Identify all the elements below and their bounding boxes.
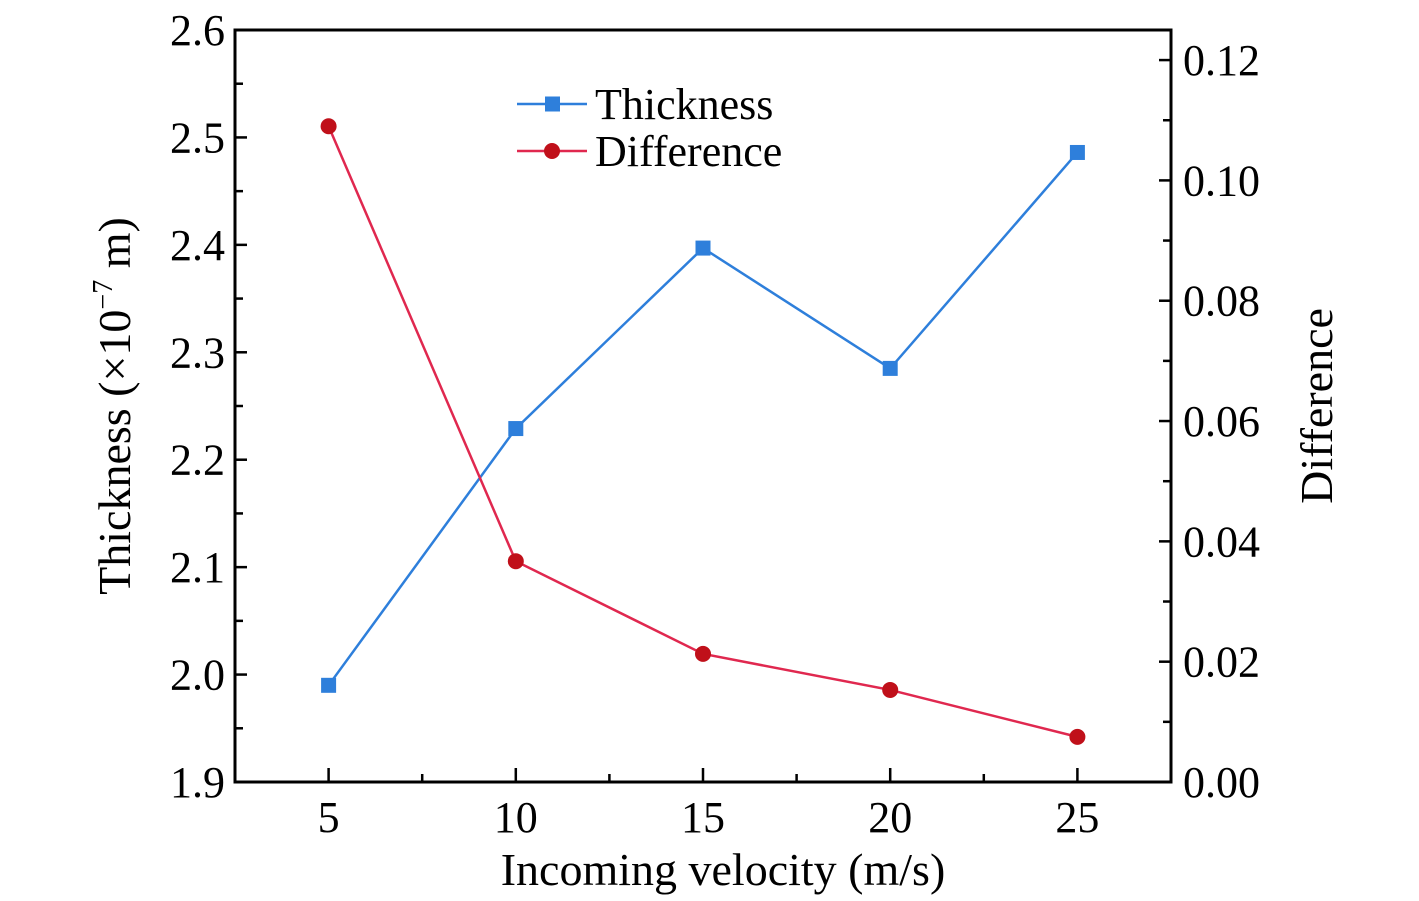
thickness-line xyxy=(327,151,1079,687)
y-tick-label: 2.6 xyxy=(170,6,225,55)
legend-difference-label: Difference xyxy=(595,127,782,176)
y2-tick-label: 0.04 xyxy=(1183,517,1260,566)
y2-tick-label: 0.12 xyxy=(1183,36,1260,85)
y2-tick-label: 0.00 xyxy=(1183,758,1260,807)
y-axis-title-exponent: −7 xyxy=(88,280,119,310)
y2-tick-label: 0.06 xyxy=(1183,397,1260,446)
y-tick-label: 2.5 xyxy=(170,113,225,162)
x-axis-title: Incoming velocity (m/s) xyxy=(501,844,946,895)
thickness-point xyxy=(1069,144,1085,160)
difference-line xyxy=(327,125,1078,739)
x-tick-label: 25 xyxy=(1055,793,1099,842)
y-tick-label: 2.0 xyxy=(170,651,225,700)
y2-axis-title: Difference xyxy=(1291,308,1342,504)
difference-point xyxy=(320,118,337,135)
x-tick-label: 20 xyxy=(868,793,912,842)
x-tick-label: 15 xyxy=(681,793,725,842)
x-tick-label: 5 xyxy=(318,793,340,842)
y-tick-label: 2.3 xyxy=(170,328,225,377)
thickness-point xyxy=(882,360,898,376)
series-layer xyxy=(320,118,1086,745)
y-tick-label: 2.4 xyxy=(170,221,225,270)
y2-tick-label: 0.08 xyxy=(1183,277,1260,326)
legend-thickness-label: Thickness xyxy=(595,80,773,129)
y2-tick-label: 0.02 xyxy=(1183,638,1260,687)
y-axis-title: Thickness (×10−7 m) xyxy=(88,217,140,595)
difference-point xyxy=(507,553,524,570)
legend-thickness-marker xyxy=(545,96,560,112)
thickness-point xyxy=(508,421,524,437)
y-tick-label: 2.2 xyxy=(170,436,225,485)
thickness-point xyxy=(695,240,711,256)
y-axis-title-suffix: m) xyxy=(89,217,140,280)
y-axis-title-prefix: Thickness (×10 xyxy=(89,310,140,595)
x-tick-label: 10 xyxy=(494,793,538,842)
ticks-layer: 5 10 15 20 25 1.9 2.0 2.1 2.2 2.3 2.4 2.5 2.6 0.00 0.0… xyxy=(170,6,1260,842)
difference-point xyxy=(882,681,899,698)
legend-difference-marker xyxy=(544,143,560,159)
difference-point xyxy=(1069,728,1086,745)
difference-point xyxy=(695,645,711,662)
thickness-point xyxy=(321,677,337,693)
y-tick-label: 1.9 xyxy=(170,758,225,807)
y2-tick-label: 0.10 xyxy=(1183,156,1260,205)
y-tick-label: 2.1 xyxy=(170,543,225,592)
